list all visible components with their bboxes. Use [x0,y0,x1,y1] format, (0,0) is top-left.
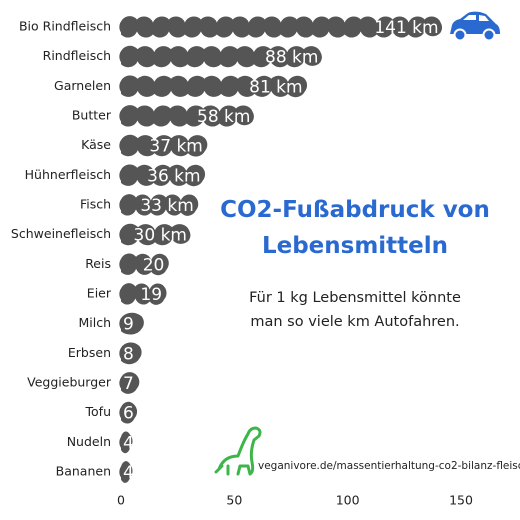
value-label: 9 [123,315,134,335]
x-tick-label: 150 [449,493,473,508]
category-label: Käse [81,137,111,152]
value-label: 20 [143,255,165,275]
category-label: Bananen [56,464,111,479]
bar [119,253,169,276]
category-label: Nudeln [67,434,111,449]
category-label: Bio Rindfleisch [19,19,111,34]
bar [119,223,191,246]
value-label: 6 [123,404,134,424]
category-label: Butter [72,108,112,123]
value-label: 58 km [197,107,250,127]
chart-title: CO2-Fußabdruck von Lebensmitteln [220,197,490,259]
category-label: Tofu [85,404,111,419]
value-label: 8 [123,344,134,364]
value-label: 30 km [134,226,187,246]
bar [119,134,208,157]
value-label: 7 [123,374,134,394]
source-note: veganivore.de/massentierhaltung-co2-bila… [258,460,520,472]
dino-icon [214,426,262,476]
bar [119,461,133,483]
category-label: Reis [85,256,111,271]
bar [119,164,206,187]
category-label: Schweinefleisch [11,226,111,241]
category-label: Rindfleisch [43,48,111,63]
category-label: Garnelen [54,78,111,93]
value-label: 36 km [147,166,200,186]
value-label: 37 km [149,137,202,157]
category-label: Veggieburger [27,375,112,390]
bar [119,372,140,394]
category-label: Eier [87,286,112,301]
bar [119,401,138,424]
value-label: 19 [140,285,162,305]
bar [119,16,442,38]
value-label: 141 km [374,18,438,38]
value-label: 4 [123,463,134,483]
bar [119,194,199,216]
bar [119,283,167,305]
bar [119,342,142,365]
chart-subtitle: Für 1 kg Lebensmittel könnte man so viel… [249,290,461,330]
value-label: 81 km [249,77,302,97]
bar [119,45,322,68]
car-icon [450,11,500,42]
value-label: 88 km [265,48,318,68]
x-tick-label: 100 [336,493,360,508]
bar [119,312,144,335]
category-label: Erbsen [68,345,111,360]
value-label: 33 km [140,196,193,216]
value-label: 4 [123,433,134,453]
category-label: Fisch [80,197,111,212]
category-label: Hühnerfleisch [25,167,111,182]
bar [119,431,133,454]
category-label: Milch [78,315,111,330]
x-tick-label: 50 [226,493,242,508]
bar [119,105,254,127]
bar [119,75,308,98]
x-tick-label: 0 [117,493,125,508]
